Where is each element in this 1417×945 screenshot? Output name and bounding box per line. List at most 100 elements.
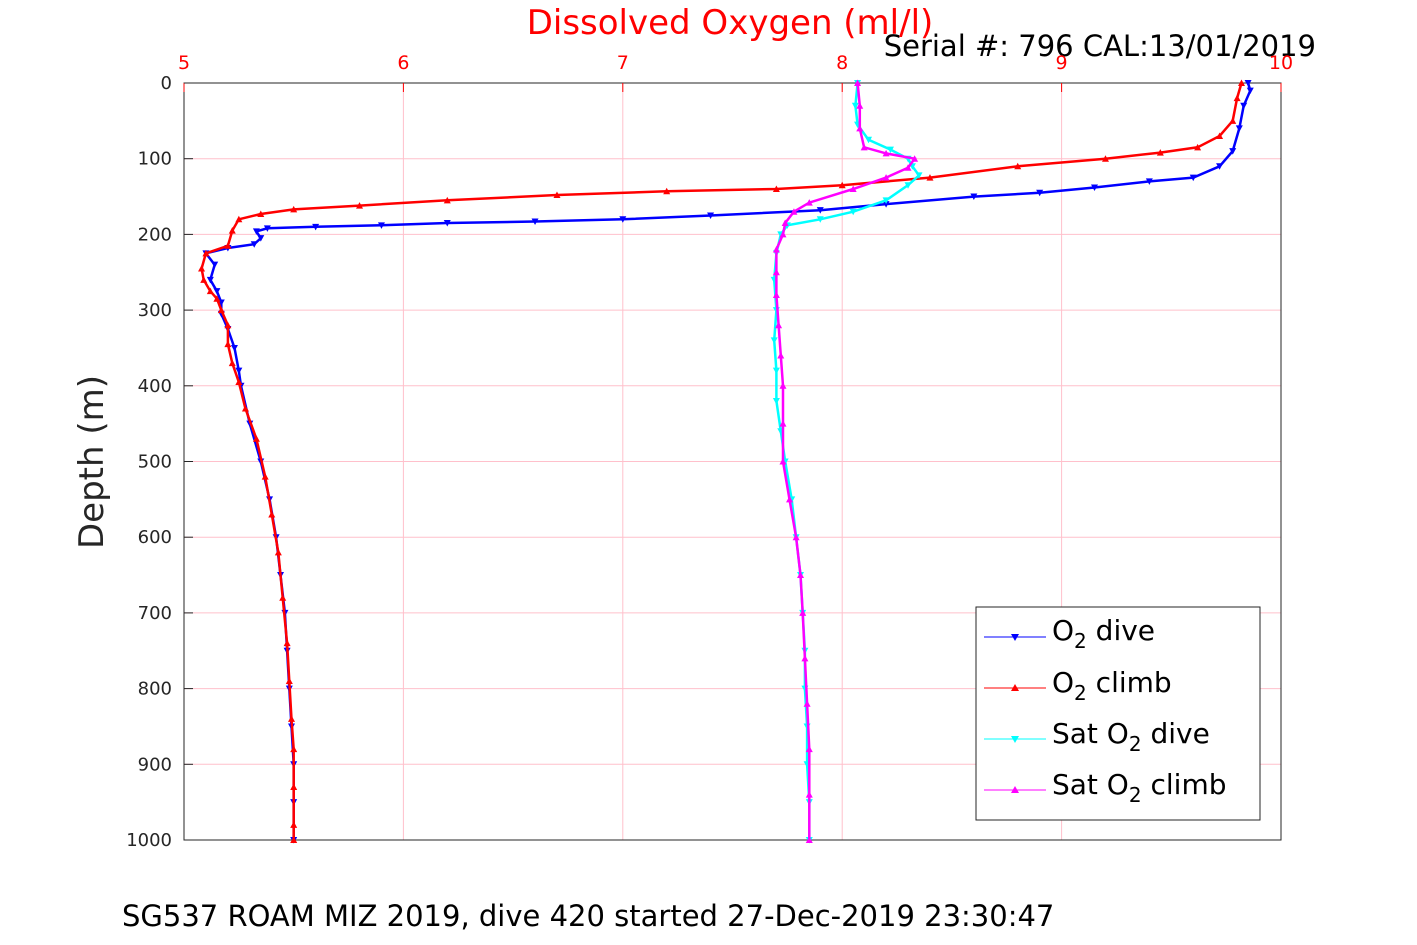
data-point	[553, 191, 561, 199]
data-point	[290, 821, 298, 828]
data-point	[290, 783, 298, 791]
data-point	[805, 199, 813, 206]
y-tick-label: 900	[138, 754, 172, 775]
data-point	[443, 196, 451, 204]
data-point	[772, 397, 780, 405]
y-tick-label: 300	[138, 300, 172, 321]
data-point	[781, 219, 789, 227]
data-point	[882, 149, 890, 157]
data-point	[274, 548, 282, 556]
data-point	[377, 222, 385, 229]
data-point	[290, 836, 298, 843]
y-tick-label: 400	[138, 376, 172, 397]
y-tick-label: 600	[138, 527, 172, 548]
x-axis-ticks: 5 6 7 8 9 10	[178, 52, 1293, 92]
data-point	[838, 181, 846, 189]
data-point	[198, 264, 206, 272]
data-point	[1244, 80, 1252, 87]
data-point	[1189, 174, 1197, 182]
data-point	[882, 174, 890, 181]
data-point	[224, 340, 232, 348]
data-point	[217, 306, 225, 314]
data-point	[261, 473, 269, 480]
data-point	[268, 510, 276, 518]
y-tick-label: 100	[138, 149, 172, 170]
data-point	[816, 207, 824, 214]
legend-label-sat-climb: Sat O2 climb	[1052, 768, 1227, 807]
data-point	[252, 228, 260, 235]
data-point	[200, 276, 208, 283]
data-point	[904, 182, 912, 189]
data-point	[213, 288, 221, 295]
data-point	[792, 533, 800, 541]
data-point	[285, 677, 293, 685]
data-point	[882, 197, 890, 204]
y-tick-label: 1000	[126, 830, 172, 851]
data-point	[1216, 132, 1224, 139]
data-point	[772, 246, 780, 253]
series-layer	[198, 79, 1254, 844]
data-point	[288, 715, 296, 722]
data-point	[707, 212, 715, 219]
data-point	[882, 201, 890, 208]
data-point	[211, 261, 219, 269]
legend-item-sat-climb: Sat O2 climb	[984, 768, 1227, 807]
data-point	[1194, 143, 1202, 151]
data-point	[1036, 189, 1044, 197]
chart-title: Dissolved Oxygen (ml/l)	[527, 3, 934, 43]
data-point	[799, 609, 807, 616]
data-point	[1229, 148, 1237, 155]
data-point	[805, 791, 813, 798]
data-point	[228, 227, 236, 234]
data-point	[257, 210, 265, 217]
data-point	[235, 378, 243, 386]
data-point	[779, 458, 787, 465]
data-point	[213, 295, 221, 302]
data-point	[803, 700, 811, 707]
legend-label-sat-dive: Sat O2 dive	[1052, 717, 1210, 756]
data-point	[801, 654, 809, 662]
data-point	[779, 420, 787, 427]
data-point	[663, 187, 671, 195]
data-point	[772, 367, 780, 375]
data-point	[779, 230, 787, 238]
data-point	[202, 249, 210, 257]
data-point	[772, 268, 780, 276]
data-point	[797, 571, 805, 579]
y-tick-label: 700	[138, 603, 172, 624]
data-point	[290, 205, 298, 213]
data-point	[1216, 163, 1224, 170]
data-point	[1229, 117, 1237, 124]
data-point	[531, 218, 539, 226]
data-point	[1145, 178, 1153, 185]
series-sat-o2-climb	[772, 79, 919, 843]
data-point	[786, 495, 794, 503]
y-tick-label: 0	[161, 73, 172, 94]
data-point	[970, 193, 978, 201]
data-point	[224, 242, 232, 249]
data-point	[856, 124, 864, 132]
legend-label-o2-climb: O2 climb	[1052, 666, 1172, 705]
data-point	[235, 215, 243, 223]
data-point	[860, 143, 868, 151]
data-point	[279, 594, 287, 601]
data-point	[775, 321, 783, 329]
data-point	[816, 216, 824, 223]
data-point	[886, 146, 894, 154]
data-point	[250, 241, 258, 248]
data-point	[777, 352, 785, 359]
data-point	[224, 321, 232, 329]
data-point	[926, 174, 934, 181]
data-point	[849, 185, 857, 192]
data-point	[805, 745, 813, 753]
data-point	[230, 344, 238, 352]
data-point	[849, 208, 857, 216]
data-point	[1240, 102, 1248, 110]
x-tick-label: 10	[1269, 52, 1293, 74]
data-point	[915, 172, 923, 179]
data-point	[779, 382, 787, 389]
legend-item-o2-dive: O2 dive	[984, 614, 1155, 653]
data-point	[856, 102, 864, 109]
data-point	[790, 208, 798, 215]
x-tick-label: 8	[836, 52, 848, 74]
